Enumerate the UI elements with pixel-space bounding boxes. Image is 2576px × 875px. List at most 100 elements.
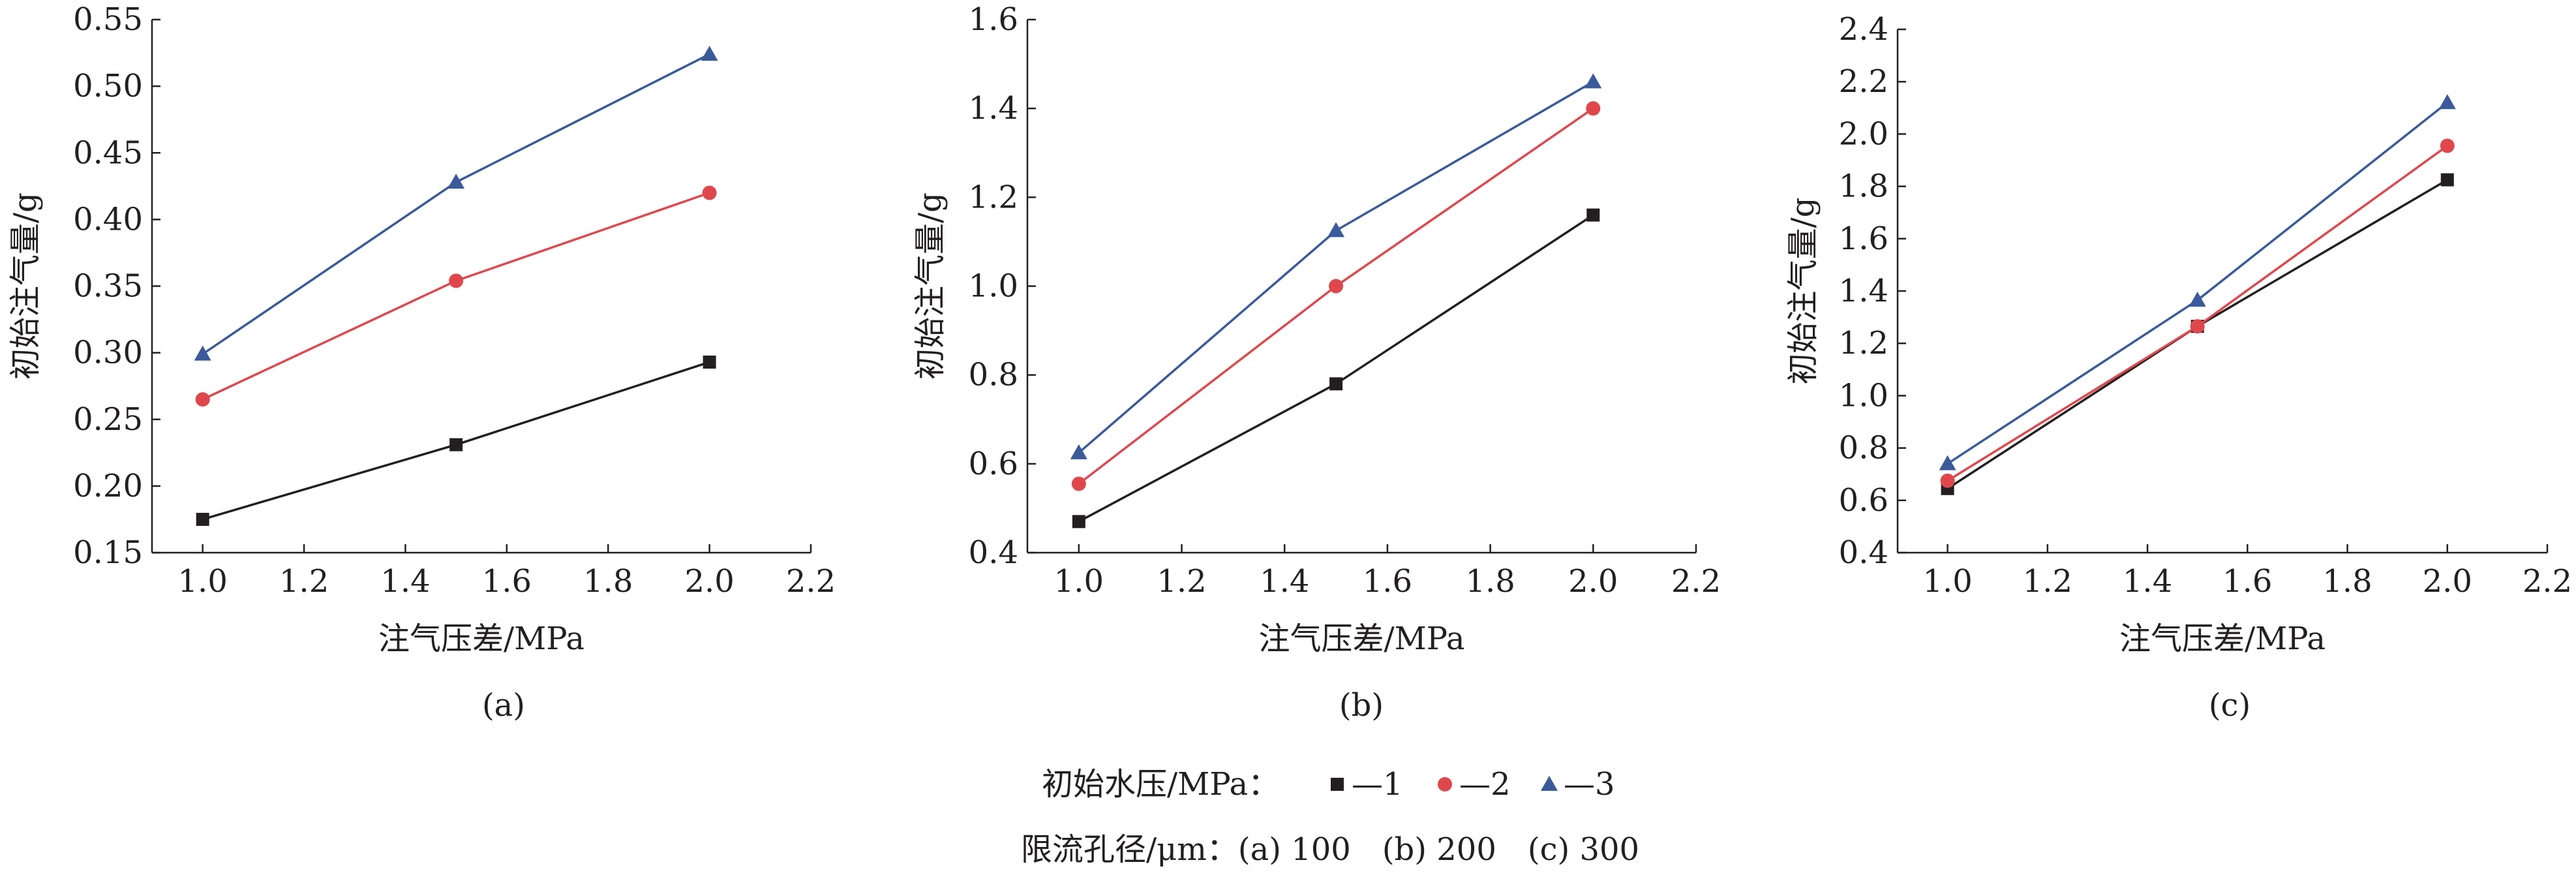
- x-tick-label: 1.4: [2123, 563, 2172, 600]
- data-point-series-3: [1327, 222, 1345, 238]
- x-tick-label: 1.0: [178, 563, 228, 600]
- y-tick-label: 1.4: [969, 90, 1018, 127]
- y-tick-label: 2.0: [1839, 115, 1888, 152]
- data-point-series-1: [1072, 515, 1085, 529]
- y-tick-label: 0.55: [73, 1, 143, 38]
- y-axis-title: 初始注气量/g: [1785, 198, 1821, 385]
- y-tick-label: 2.2: [1839, 63, 1888, 100]
- x-tick-label: 1.0: [1922, 563, 1972, 600]
- y-tick-label: 0.8: [969, 357, 1018, 393]
- legend: 初始水压/MPa： —1 —2 —3: [1042, 766, 1615, 803]
- y-tick-label: 1.0: [969, 268, 1018, 305]
- series-line-1: [1947, 179, 2448, 490]
- series-line-2: [202, 191, 710, 401]
- x-axis-title: 注气压差/MPa: [1258, 621, 1464, 657]
- data-point-series-2: [2440, 138, 2455, 153]
- panel-label: (a): [482, 687, 525, 724]
- y-tick-label: 0.4: [969, 534, 1018, 571]
- legend-marker-2: [1438, 777, 1452, 791]
- y-tick-label: 0.6: [1839, 482, 1888, 519]
- x-tick-label: 1.8: [583, 563, 633, 600]
- series-line-2: [1078, 107, 1594, 485]
- y-tick-label: 2.4: [1839, 11, 1888, 48]
- y-tick-label: 0.4: [1839, 534, 1888, 571]
- data-point-series-3: [447, 174, 465, 189]
- x-tick-label: 1.2: [2023, 563, 2072, 600]
- data-point-series-2: [1329, 279, 1344, 294]
- chart-panel: 0.15 0.20 0.25 0.30 0.35 0.40 0.45 0.50 0.55 1.0 1…: [7, 1, 836, 724]
- y-tick-label: 0.15: [73, 534, 143, 571]
- x-tick-label: 2.2: [1671, 563, 1721, 600]
- y-tick-label: 0.40: [73, 201, 143, 238]
- y-tick-label: 0.30: [73, 335, 143, 371]
- y-tick-label: 1.2: [969, 179, 1018, 215]
- y-tick-label: 0.8: [1839, 430, 1888, 467]
- data-point-series-3: [2438, 94, 2456, 110]
- x-tick-label: 2.2: [786, 563, 836, 600]
- x-tick-label: 1.8: [1465, 563, 1515, 600]
- x-axis-title: 注气压差/MPa: [2119, 621, 2326, 657]
- x-tick-label: 1.0: [1054, 563, 1104, 600]
- x-tick-label: 1.6: [482, 563, 532, 600]
- y-tick-label: 0.20: [73, 468, 143, 504]
- x-tick-label: 1.4: [380, 563, 430, 600]
- legend-label-3: —3: [1564, 766, 1615, 803]
- series-line-2: [1947, 145, 2448, 482]
- data-point-series-2: [1940, 473, 1955, 488]
- panel-label: (c): [2209, 687, 2250, 724]
- y-tick-label: 0.50: [73, 68, 143, 104]
- data-point-series-3: [2189, 292, 2206, 307]
- x-axis-title: 注气压差/MPa: [378, 621, 584, 657]
- x-tick-label: 1.8: [2322, 563, 2372, 600]
- data-point-series-3: [701, 46, 718, 61]
- figure-caption-line: 限流孔径/μm：(a) 100 (b) 200 (c) 300: [1021, 831, 1639, 868]
- y-tick-label: 1.2: [1839, 325, 1888, 361]
- data-point-series-2: [449, 273, 464, 288]
- y-axis-title: 初始注气量/g: [7, 192, 44, 380]
- y-tick-label: 0.45: [73, 134, 143, 171]
- x-tick-label: 1.2: [1157, 563, 1206, 600]
- y-tick-label: 1.4: [1839, 273, 1888, 309]
- x-tick-label: 1.4: [1260, 563, 1309, 600]
- data-point-series-3: [1070, 444, 1087, 459]
- y-tick-label: 0.25: [73, 401, 143, 438]
- y-tick-label: 1.0: [1839, 377, 1888, 414]
- chart-panel: 0.4 0.6 0.8 1.0 1.2 1.4 1.6 1.8 2.0 2.2 2.4 1.0 1.2 1…: [1785, 11, 2572, 724]
- y-tick-label: 0.35: [73, 268, 143, 305]
- x-tick-label: 1.6: [1363, 563, 1412, 600]
- data-point-series-1: [2440, 173, 2454, 187]
- series-line-1: [1078, 214, 1594, 523]
- legend-marker-1: [1331, 778, 1344, 791]
- data-point-series-3: [1584, 73, 1602, 89]
- x-tick-label: 1.6: [2222, 563, 2272, 600]
- chart-panel: 0.4 0.6 0.8 1.0 1.2 1.4 1.6 1.0 1.2 1.4 1.6 1.8 2.0 2…: [912, 1, 1721, 724]
- y-tick-label: 1.6: [969, 1, 1018, 38]
- y-tick-label: 1.6: [1839, 221, 1888, 257]
- data-point-series-2: [2190, 319, 2205, 334]
- data-point-series-1: [449, 438, 463, 452]
- legend-label-2: —2: [1459, 766, 1511, 803]
- data-point-series-1: [703, 355, 716, 369]
- chart-panels: 0.15 0.20 0.25 0.30 0.35 0.40 0.45 0.50 0.55 1.0 1…: [7, 1, 2572, 724]
- series-line-3: [1947, 101, 2448, 465]
- y-tick-label: 1.8: [1839, 168, 1888, 205]
- series-line-3: [202, 53, 710, 356]
- legend-label-1: —1: [1352, 766, 1403, 803]
- data-point-series-3: [194, 345, 211, 361]
- data-point-series-2: [195, 392, 210, 407]
- data-point-series-2: [702, 185, 717, 200]
- y-axis-title: 初始注气量/g: [912, 192, 948, 380]
- panel-label: (b): [1339, 687, 1384, 724]
- x-tick-label: 2.2: [2523, 563, 2572, 600]
- data-point-series-2: [1586, 101, 1601, 116]
- data-point-series-3: [1939, 455, 1956, 470]
- x-tick-label: 2.0: [684, 563, 734, 600]
- x-tick-label: 2.0: [1568, 563, 1618, 600]
- x-tick-label: 2.0: [2423, 563, 2472, 600]
- series-line-3: [1078, 80, 1594, 454]
- data-point-series-1: [1586, 208, 1600, 222]
- legend-marker-3: [1541, 776, 1558, 791]
- data-point-series-1: [1329, 377, 1343, 391]
- data-point-series-2: [1071, 476, 1086, 491]
